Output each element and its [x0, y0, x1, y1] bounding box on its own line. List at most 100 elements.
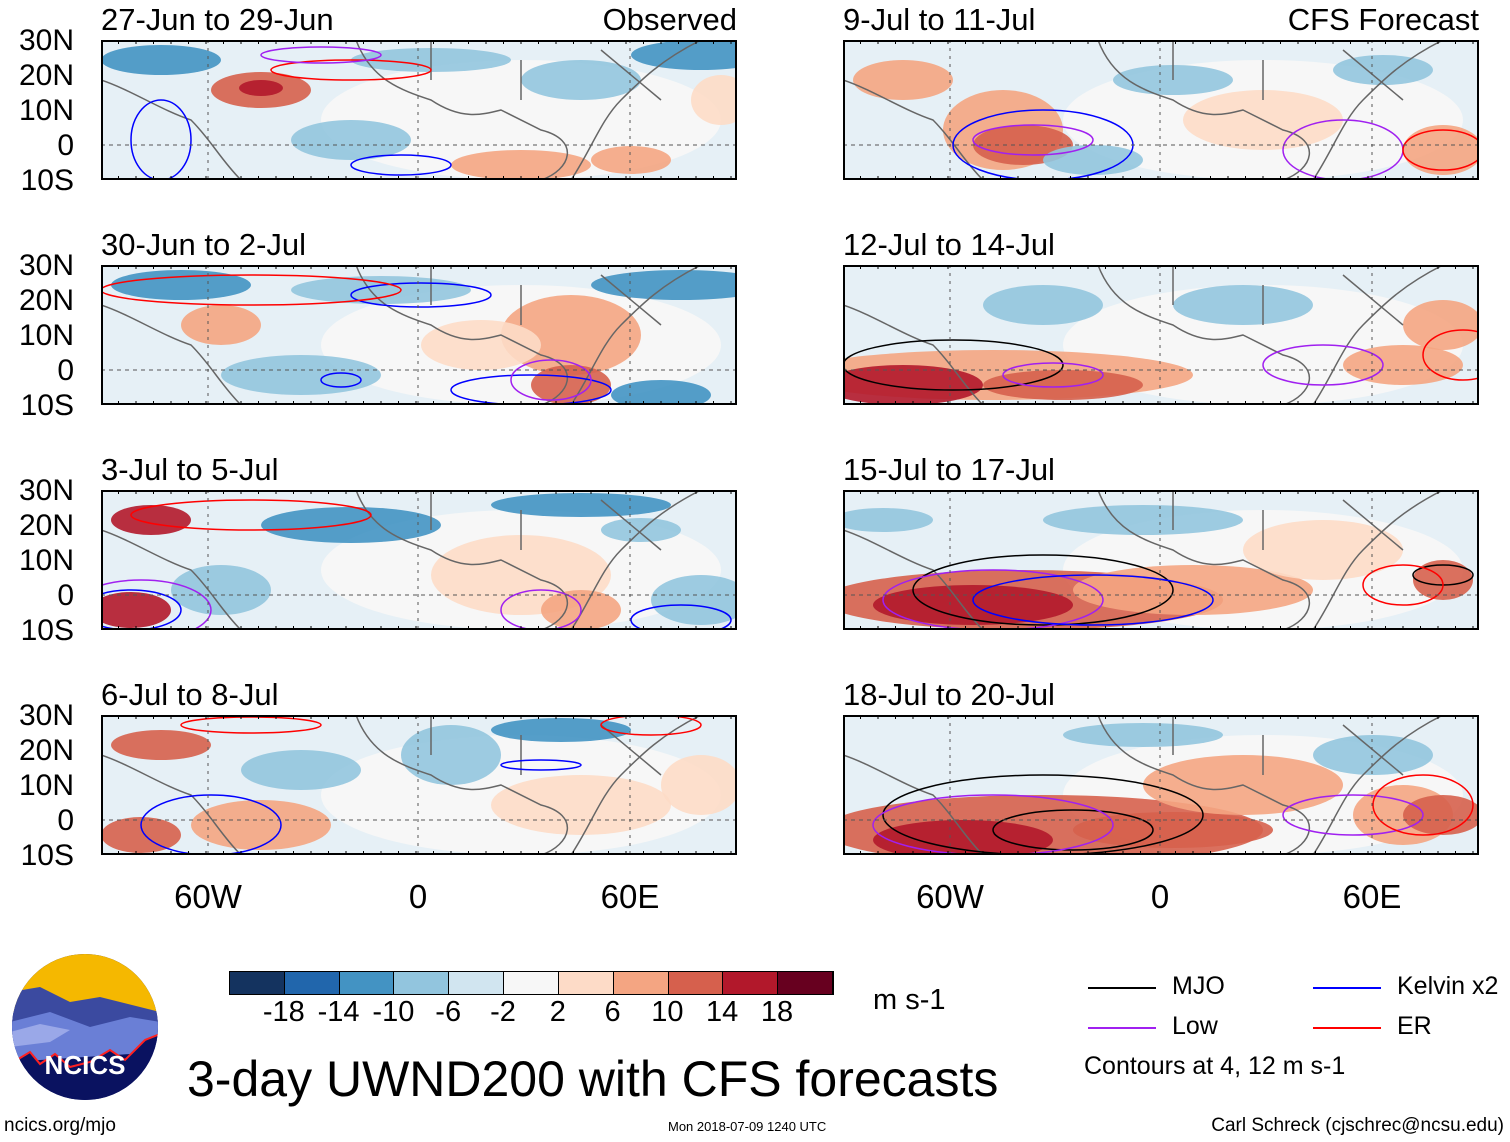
anomaly-region	[591, 270, 737, 300]
map-frame	[101, 265, 737, 405]
anomaly-region	[111, 730, 211, 760]
anomaly-region	[191, 800, 331, 850]
colorbar-swatch	[230, 972, 285, 994]
wave-contour	[350, 282, 492, 308]
colorbar	[229, 971, 834, 995]
map-panel	[843, 490, 1479, 630]
lat-tick-label: 10S	[20, 614, 74, 647]
legend-line	[1088, 1027, 1156, 1029]
colorbar-swatch	[339, 972, 395, 994]
anomaly-region	[221, 355, 381, 395]
wave-contour	[260, 46, 382, 64]
column-header: Observed	[602, 2, 737, 37]
legend-label: Kelvin x2	[1397, 972, 1499, 1000]
colorbar-swatch	[284, 972, 340, 994]
colorbar-label: -14	[317, 996, 360, 1028]
lat-tick-label: 30N	[18, 249, 74, 282]
colorbar-label: 10	[651, 996, 684, 1028]
wave-contour	[1362, 564, 1444, 606]
lat-tick-label: 30N	[18, 474, 74, 507]
legend-label: ER	[1397, 1012, 1432, 1040]
panel-title: 3-Jul to 5-Jul	[101, 452, 279, 487]
wave-contour	[510, 359, 592, 401]
map-frame	[101, 40, 737, 180]
logo-text: NCICS	[45, 1050, 126, 1080]
map-panel	[101, 40, 737, 180]
legend-line	[1313, 987, 1381, 989]
anomaly-region	[101, 45, 221, 75]
lon-tick-label: 60E	[600, 878, 660, 915]
colorbar-swatch	[778, 972, 833, 994]
lat-tick-label: 10N	[18, 319, 74, 352]
anomaly-region	[171, 565, 271, 615]
anomaly-region	[853, 60, 953, 100]
anomaly-region	[661, 755, 737, 815]
anomaly-region	[1403, 300, 1479, 350]
anomaly-region	[1413, 560, 1473, 600]
colorbar-label: 2	[549, 996, 566, 1028]
wave-contour	[972, 574, 1214, 626]
panel-title: 30-Jun to 2-Jul	[101, 227, 307, 262]
lat-tick-label: 10N	[18, 769, 74, 802]
lat-tick-label: 0	[57, 129, 74, 162]
wave-contour	[1262, 344, 1384, 386]
wave-contour	[101, 589, 182, 630]
map-frame	[101, 490, 737, 630]
lat-tick-label: 0	[57, 354, 74, 387]
wave-contour	[320, 372, 362, 388]
anomaly-region	[239, 80, 283, 96]
lat-tick-label: 20N	[18, 284, 74, 317]
coastline	[101, 715, 702, 855]
colorbar-swatch	[394, 972, 450, 994]
wave-contour	[882, 774, 1204, 855]
wave-contour	[872, 794, 1114, 855]
anomaly-region	[491, 493, 671, 517]
colorbar-label: 6	[604, 996, 621, 1028]
map-frame	[101, 715, 737, 855]
lat-tick-label: 30N	[18, 24, 74, 57]
footer-url[interactable]: ncics.org/mjo	[4, 1115, 116, 1136]
legend-label: MJO	[1172, 972, 1225, 1000]
anomaly-region	[1173, 285, 1313, 325]
wave-contour	[600, 715, 702, 736]
panel-title: 27-Jun to 29-Jun	[101, 2, 334, 37]
wave-contour	[140, 794, 282, 855]
wave-contour	[882, 569, 1104, 630]
coastline	[843, 490, 1444, 630]
wave-contour	[1402, 129, 1479, 171]
anomaly-region	[451, 150, 591, 180]
coastline	[101, 490, 702, 630]
lon-tick-label: 60W	[916, 878, 984, 915]
lon-tick-label: 0	[408, 878, 428, 915]
legend-line	[1088, 987, 1156, 989]
coastline	[843, 40, 1444, 180]
coastline	[843, 265, 1444, 405]
wave-contour	[843, 339, 1064, 391]
anomaly-region	[291, 276, 471, 304]
lat-tick-label: 10N	[18, 544, 74, 577]
contour-note: Contours at 4, 12 m s-1	[1084, 1052, 1346, 1080]
anomaly-region	[691, 75, 737, 125]
wave-contour	[130, 99, 192, 180]
lat-tick-label: 20N	[18, 734, 74, 767]
anomaly-region	[1403, 125, 1479, 175]
anomaly-region	[1313, 735, 1433, 775]
map-panel	[843, 265, 1479, 405]
anomaly-region	[983, 370, 1143, 400]
anomaly-region	[261, 507, 441, 543]
anomaly-region	[1343, 345, 1463, 385]
anomaly-region	[421, 320, 541, 370]
map-frame	[843, 490, 1479, 630]
wave-contour	[101, 579, 212, 630]
colorbar-swatch	[558, 972, 614, 994]
legend-label: Low	[1172, 1012, 1218, 1040]
wave-contour	[1002, 362, 1104, 388]
map-panel	[101, 490, 737, 630]
ncics-logo: NCICS	[12, 954, 158, 1100]
anomaly-region	[1073, 812, 1273, 848]
anomaly-region	[1063, 723, 1223, 747]
anomaly-region	[1243, 520, 1403, 580]
colorbar-swatch	[723, 972, 779, 994]
coastline	[101, 265, 702, 405]
